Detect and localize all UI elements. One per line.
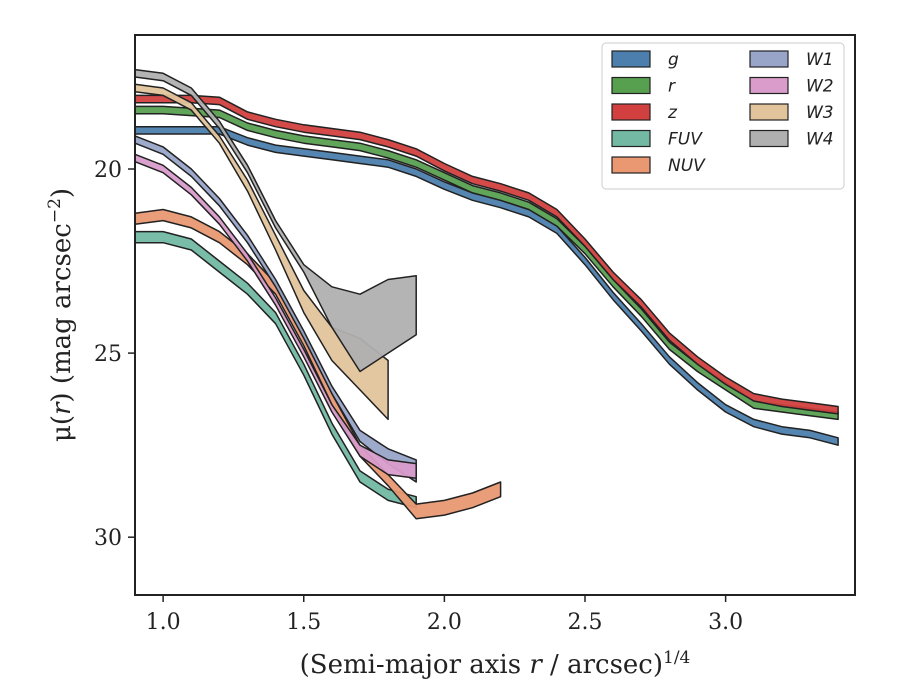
legend-swatch-W4 xyxy=(749,129,789,148)
series-W2 xyxy=(134,153,417,480)
x-tick-label: 1.5 xyxy=(286,610,321,635)
x-tick-label: 2.5 xyxy=(568,610,603,635)
series-band-r xyxy=(134,105,839,421)
legend-label-W3: W3 xyxy=(806,103,834,123)
legend-swatch-g xyxy=(611,50,651,68)
y-axis-title-var: r xyxy=(47,401,77,415)
y-axis-title-main: μ( xyxy=(47,415,77,442)
legend-swatch-r xyxy=(611,76,651,95)
y-axis-title: μ(r) (mag arcsec−2) xyxy=(45,188,77,442)
legend-label-W4: W4 xyxy=(806,130,834,150)
legend-label-FUV: FUV xyxy=(668,130,703,150)
series-g xyxy=(134,125,839,446)
series-W4 xyxy=(134,68,417,373)
series-W3 xyxy=(134,83,389,421)
y-tick-label: 25 xyxy=(94,342,122,367)
legend-label-z: z xyxy=(667,103,678,123)
x-axis-title-exponent: 1/4 xyxy=(663,648,690,668)
x-tick-label: 2.0 xyxy=(427,610,462,635)
legend-swatch-W1 xyxy=(749,50,789,68)
y-tick-label: 20 xyxy=(94,158,122,183)
x-axis-title-unit: / arcsec) xyxy=(542,650,663,680)
legend-swatch-W3 xyxy=(749,103,789,121)
plot-frame xyxy=(134,34,856,596)
series-band-z xyxy=(134,94,839,415)
y-tick-label: 30 xyxy=(94,526,122,551)
legend-label-W2: W2 xyxy=(806,77,834,97)
x-axis-title-main: (Semi-major axis xyxy=(300,650,530,680)
series-band-W4 xyxy=(134,68,417,373)
series-z xyxy=(134,94,839,415)
legend-swatch-NUV xyxy=(611,156,651,174)
y-axis-title-end: ) xyxy=(47,188,77,198)
legend-label-W1: W1 xyxy=(806,50,834,70)
x-tick-label: 3.0 xyxy=(708,610,743,635)
legend-swatch-z xyxy=(611,103,651,121)
legend-swatch-FUV xyxy=(611,129,651,148)
legend-label-NUV: NUV xyxy=(668,156,706,176)
x-axis-title-var: r xyxy=(529,650,543,680)
x-axis: 1.0 1.5 2.0 2.5 3.0 xyxy=(146,595,743,635)
y-axis: 20 25 30 xyxy=(94,158,135,551)
x-axis-title: (Semi-major axis r / arcsec)1/4 xyxy=(300,648,691,680)
series-W1 xyxy=(134,135,417,483)
series-band-g xyxy=(134,125,839,446)
series-band-W3 xyxy=(134,83,389,421)
legend-label-r: r xyxy=(668,77,676,97)
series-r xyxy=(134,105,839,421)
legend: grz FUV NUV W1 W2 W3 W4 xyxy=(601,42,845,190)
y-axis-title-unit: ) (mag arcsec xyxy=(47,223,77,402)
legend-label-g: g xyxy=(668,50,679,70)
series-band-W1 xyxy=(134,135,417,483)
series-band-W2 xyxy=(134,153,417,480)
series-layer xyxy=(134,68,839,520)
x-tick-label: 1.0 xyxy=(146,610,181,635)
y-axis-title-exponent: −2 xyxy=(45,198,65,223)
legend-swatch-W2 xyxy=(749,76,789,95)
